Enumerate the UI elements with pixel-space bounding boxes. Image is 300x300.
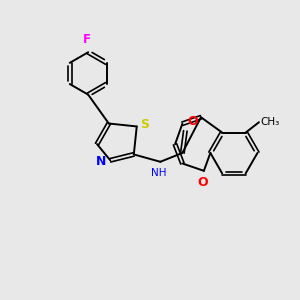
Text: F: F [83,33,91,46]
Text: S: S [140,118,149,130]
Text: O: O [188,115,198,128]
Text: N: N [96,155,106,168]
Text: CH₃: CH₃ [261,117,280,127]
Text: NH: NH [151,168,166,178]
Text: O: O [197,176,208,189]
